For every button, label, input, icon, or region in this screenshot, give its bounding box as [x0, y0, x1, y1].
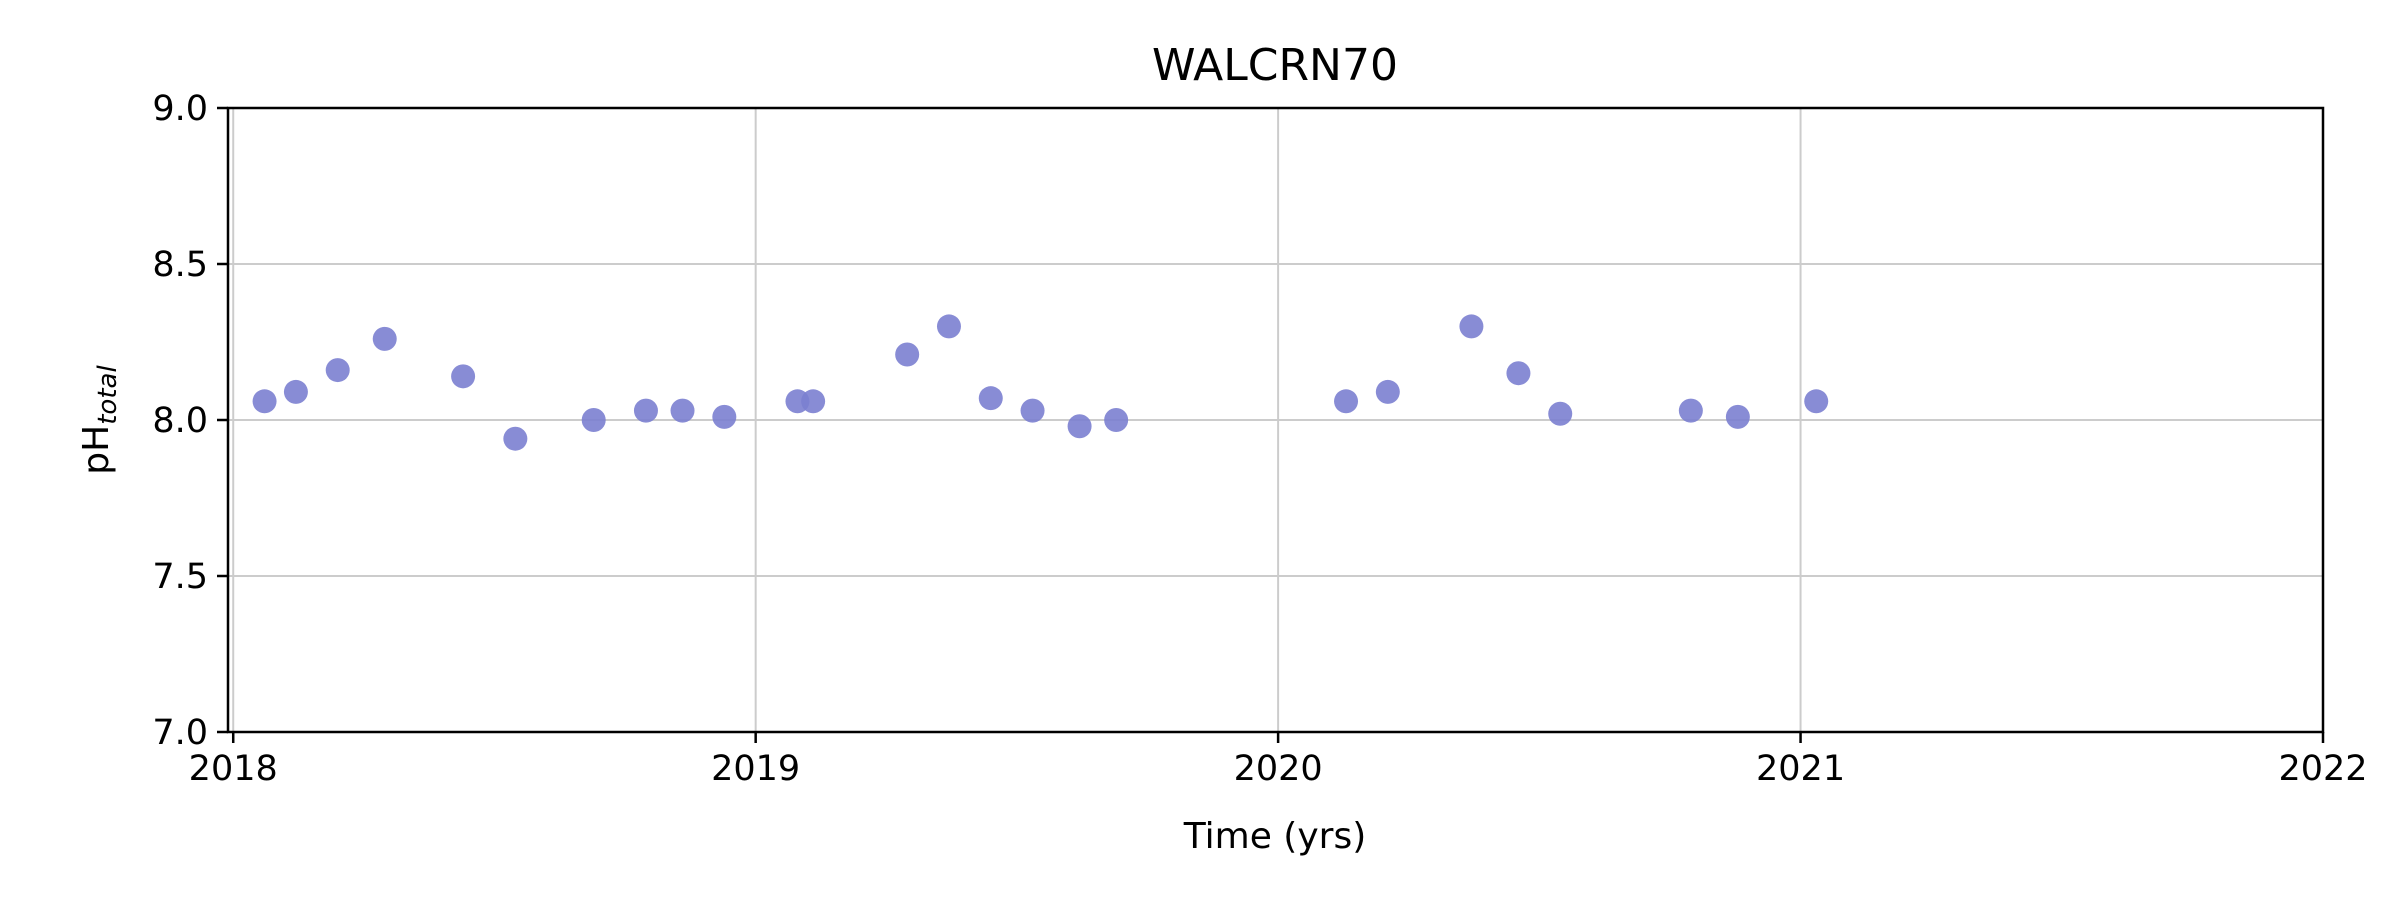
data-point	[1678, 398, 1703, 423]
data-point	[503, 426, 528, 451]
data-point	[1725, 404, 1750, 429]
data-point	[1334, 389, 1359, 414]
x-tick-label: 2019	[711, 749, 800, 789]
data-point	[633, 398, 658, 423]
data-point	[801, 389, 826, 414]
y-tick-label: 9.0	[152, 89, 208, 129]
y-axis-label-sub: total	[93, 365, 123, 425]
data-point	[372, 326, 397, 351]
data-point	[252, 389, 277, 414]
y-tick-label: 8.0	[152, 401, 208, 441]
data-point	[978, 386, 1003, 411]
data-point	[670, 398, 695, 423]
y-tick-label: 7.5	[152, 557, 208, 597]
data-point	[1104, 408, 1129, 432]
data-point	[936, 314, 961, 339]
x-axis-ticks: 2018 2019 2020 2021 2022	[189, 732, 2368, 789]
data-point	[1548, 401, 1573, 426]
y-axis-label: pHtotal	[76, 365, 123, 475]
data-point	[1804, 389, 1829, 414]
data-point	[1020, 398, 1045, 423]
chart-title: WALCRN70	[1152, 40, 1398, 91]
y-tick-label: 7.0	[152, 713, 208, 753]
y-axis-label-main: pH	[76, 425, 117, 475]
data-point	[581, 408, 606, 432]
data-point	[325, 358, 350, 383]
x-tick-label: 2022	[2278, 749, 2367, 789]
grid-lines	[228, 107, 2324, 733]
data-point	[1375, 379, 1400, 404]
data-points	[252, 314, 1829, 451]
data-point	[451, 364, 476, 389]
x-axis-label: Time (yrs)	[1183, 816, 1367, 857]
data-point	[712, 404, 737, 429]
data-point	[1506, 361, 1531, 386]
data-point	[283, 379, 308, 404]
x-tick-label: 2020	[1234, 749, 1323, 789]
x-tick-label: 2021	[1756, 749, 1845, 789]
y-axis-ticks: 7.0 7.5 8.0 8.5 9.0	[152, 89, 228, 753]
data-point	[1459, 314, 1484, 339]
y-tick-label: 8.5	[152, 245, 208, 285]
data-point	[895, 342, 920, 367]
data-point	[1067, 414, 1092, 439]
x-tick-label: 2018	[189, 749, 278, 789]
